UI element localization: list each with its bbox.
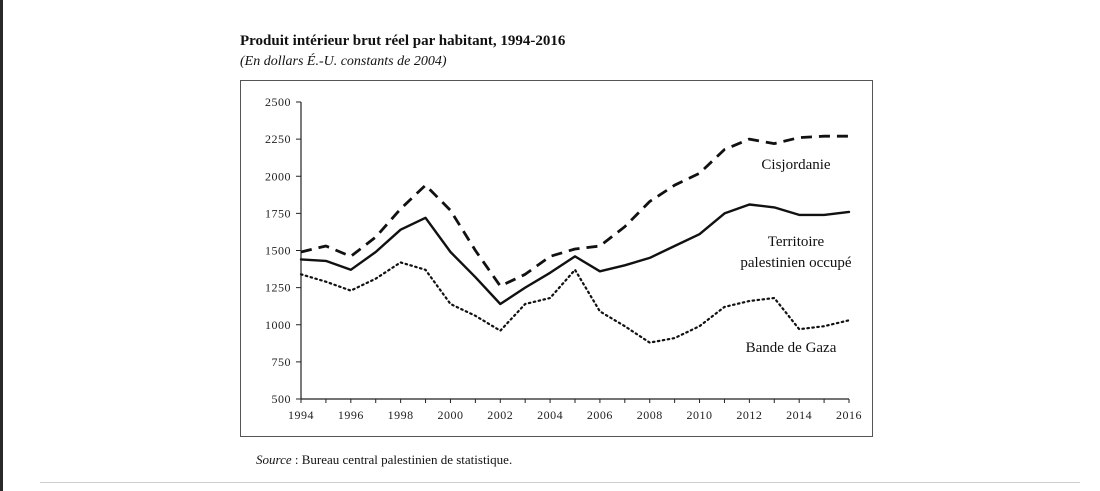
series-line-bande-de-gaza <box>299 261 851 344</box>
x-tick-label: 1996 <box>338 408 364 422</box>
x-tick-label: 2006 <box>587 408 613 422</box>
chart-frame: 500 750 1000 1250 1500 1750 2000 2250 2500 1994 19… <box>240 80 873 437</box>
x-tick-label: 2002 <box>487 408 513 422</box>
series-label: Bande de Gaza <box>746 340 837 356</box>
line-chart: 500 750 1000 1250 1500 1750 2000 2250 2500 1994 19… <box>265 95 862 422</box>
y-tick-label: 1500 <box>265 244 291 258</box>
x-tick-label: 2000 <box>437 408 463 422</box>
source-prefix: Source <box>256 452 292 467</box>
y-tick-label: 750 <box>272 355 292 369</box>
y-tick-label: 1000 <box>265 318 291 332</box>
chart-subtitle: (En dollars É.-U. constants de 2004) <box>240 54 447 69</box>
series-label: Territoire <box>768 234 825 250</box>
bottom-divider <box>40 482 1080 483</box>
left-edge-border <box>0 0 3 491</box>
y-tick-label: 1750 <box>265 206 291 220</box>
y-tick-label: 2250 <box>265 132 291 146</box>
series-label: Cisjordanie <box>761 157 830 173</box>
x-tick-label: 2014 <box>786 408 812 422</box>
series-line-territoire-palestinien-occupe <box>299 203 851 306</box>
y-tick-label: 2000 <box>265 169 291 183</box>
x-tick-label: 2012 <box>736 408 762 422</box>
x-tick-label: 1994 <box>288 408 314 422</box>
chart-title: Produit intérieur brut réel par habitant… <box>240 33 566 49</box>
source-note: Source : Bureau central palestinien de s… <box>256 452 512 468</box>
x-tick-label: 2010 <box>687 408 713 422</box>
x-tick-label: 2008 <box>637 408 663 422</box>
source-text: : Bureau central palestinien de statisti… <box>291 452 513 467</box>
x-tick-label: 1998 <box>388 408 414 422</box>
series-line-cisjordanie <box>300 134 849 288</box>
y-tick-label: 500 <box>272 392 292 406</box>
y-tick-label: 1250 <box>265 281 291 295</box>
x-tick-label: 2016 <box>836 408 862 422</box>
series-label: palestinien occupé <box>740 255 852 271</box>
y-tick-label: 2500 <box>265 95 291 109</box>
x-tick-label: 2004 <box>537 408 563 422</box>
